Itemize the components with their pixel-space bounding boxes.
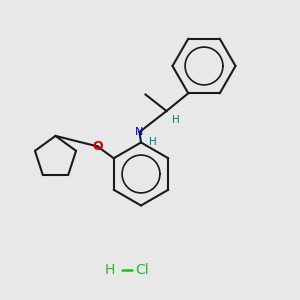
- Text: N: N: [135, 127, 144, 137]
- Text: H: H: [149, 137, 157, 147]
- Text: H: H: [172, 115, 180, 124]
- Text: H: H: [105, 263, 116, 277]
- Text: O: O: [92, 140, 103, 153]
- Text: Cl: Cl: [135, 263, 148, 277]
